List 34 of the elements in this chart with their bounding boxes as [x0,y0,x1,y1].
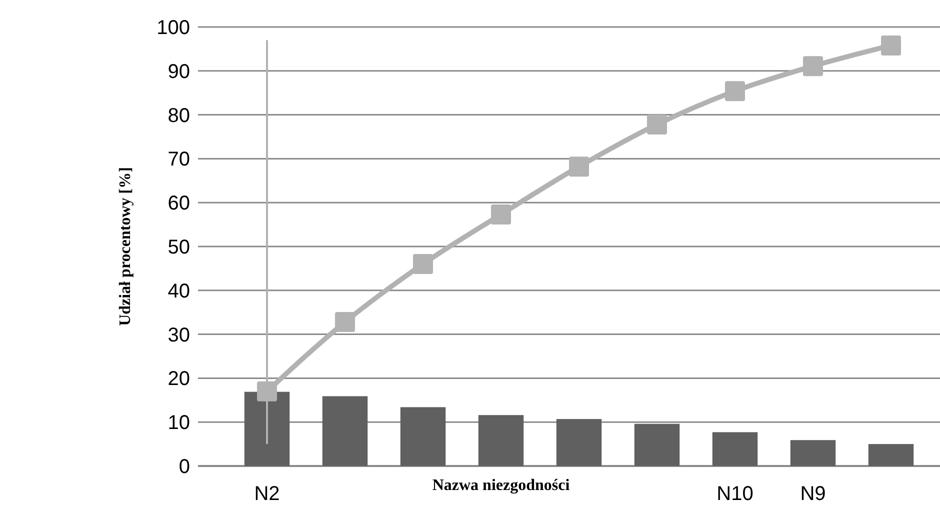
y-tick-label: 10 [168,412,190,434]
y-axis-title: Udział procentowy [%] [117,167,134,326]
bar [790,440,836,466]
bar [244,392,290,466]
bar [400,407,446,466]
bar [712,432,758,466]
point [335,312,355,332]
bar [322,396,368,466]
point [257,381,277,402]
y-tick-label: 100 [156,17,190,39]
point [413,254,433,274]
y-tick-label: 30 [168,324,190,346]
bar [868,444,914,466]
point [491,204,511,224]
y-tick-label: 20 [168,368,190,390]
x-tick-label: N10 [716,483,754,505]
bar [556,419,602,466]
y-tick-label: 60 [168,192,190,215]
point [569,156,589,177]
y-tick-label: 90 [168,60,190,83]
x-tick-label: N2 [254,483,280,505]
point [881,35,901,56]
bar [478,415,524,466]
y-tick-label: 40 [168,280,190,302]
bar [634,424,680,466]
point [803,56,823,76]
point [725,81,745,102]
x-tick-label: N9 [800,483,826,505]
y-tick-label: 80 [168,104,190,127]
y-tick-label: 50 [168,236,190,258]
y-tick-label: 70 [168,148,190,171]
point [647,114,667,134]
y-tick-label: 0 [178,456,190,478]
x-axis-title: Nazwa niezgodności [432,477,570,494]
